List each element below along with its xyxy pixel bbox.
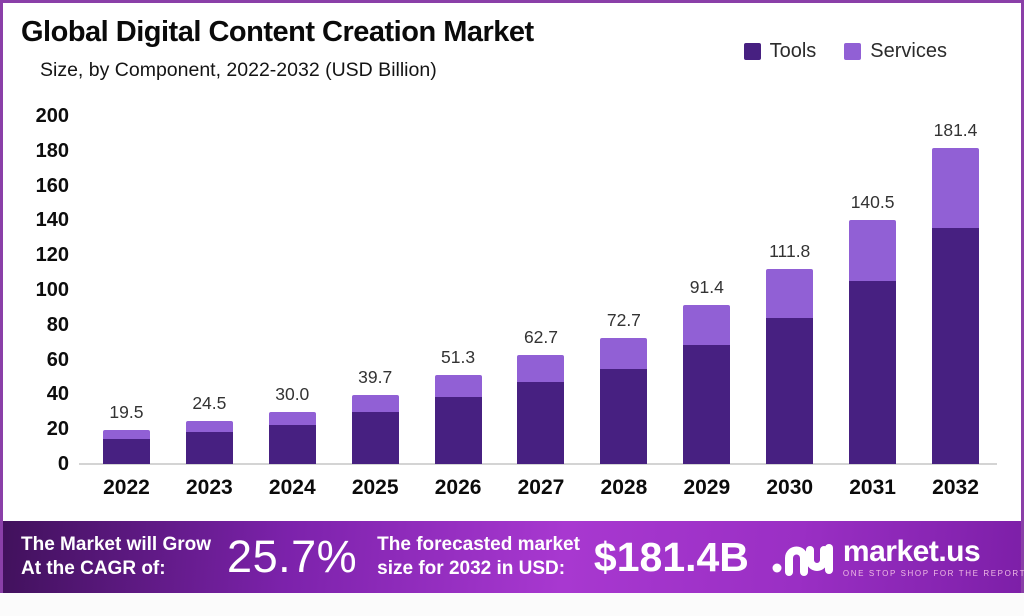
bar-column: 181.4 <box>914 93 997 464</box>
page-subtitle: Size, by Component, 2022-2032 (USD Billi… <box>40 59 437 81</box>
bar-segment-services <box>268 411 316 425</box>
x-tick-label: 2031 <box>849 476 896 499</box>
bar-segment-services <box>683 304 731 345</box>
bar-column: 30.0 <box>251 93 334 464</box>
y-tick-label: 40 <box>46 383 69 406</box>
brand-text: market.us ONE STOP SHOP FOR THE REPORTS <box>842 534 1024 578</box>
tools-swatch-icon <box>743 43 761 60</box>
bar-total-label: 24.5 <box>192 393 227 414</box>
bar-segment-services <box>351 394 399 413</box>
bar-column: 91.4 <box>665 93 748 464</box>
bar-column: 72.7 <box>582 93 665 464</box>
x-tick-label: 2023 <box>186 476 233 499</box>
bar-segment-services <box>102 430 150 439</box>
x-tick-label: 2028 <box>600 476 648 499</box>
forecast-label-line1: The forecasted market <box>377 533 580 555</box>
x-tick-label: 2022 <box>103 476 150 499</box>
bar-total-label: 30.0 <box>275 383 310 404</box>
bar-segment-services <box>517 354 565 383</box>
x-tick-label: 2024 <box>268 476 316 499</box>
forecast-label-line2: size for 2032 in USD: <box>377 558 566 579</box>
y-tick-label: 0 <box>57 453 69 475</box>
forecast-value: $181.4B <box>593 533 749 580</box>
chart-frame: Global Digital Content Creation Market S… <box>0 0 1024 593</box>
brand-logo: market.us ONE STOP SHOP FOR THE REPORTS <box>771 534 1024 580</box>
bar-segment-tools <box>517 382 565 464</box>
legend: Tools Services <box>743 40 947 63</box>
services-swatch-icon <box>844 43 862 60</box>
bar-segment-services <box>600 337 648 370</box>
y-tick-label: 120 <box>35 244 69 267</box>
bar-segment-tools <box>185 431 233 464</box>
x-tick-label: 2025 <box>351 476 399 499</box>
y-tick-label: 200 <box>35 105 69 127</box>
bottom-margin-strip <box>0 593 1024 616</box>
x-tick-label: 2030 <box>766 476 814 499</box>
bar-column: 62.7 <box>500 93 583 464</box>
bar-segment-tools <box>268 424 316 464</box>
y-tick-label: 140 <box>35 209 69 232</box>
brand-name: market.us <box>842 534 981 568</box>
market-us-logo-icon <box>772 544 833 576</box>
legend-item-services: Services <box>844 40 947 63</box>
legend-label-services: Services <box>870 40 947 62</box>
y-tick-label: 20 <box>46 418 69 441</box>
x-tick-label: 2029 <box>683 476 731 499</box>
bars-area: 19.5 24.5 30.0 39.7 51.3 62.7 72.7 91.4 111.8 140… <box>85 93 997 464</box>
page-title: Global Digital Content Creation Market <box>21 16 534 48</box>
footer-banner: The Market will Grow At the CAGR of: 25.… <box>3 521 1024 593</box>
bar-segment-tools <box>434 397 482 464</box>
bar-total-label: 19.5 <box>109 402 144 423</box>
bar-column: 39.7 <box>334 93 417 464</box>
y-tick-label: 100 <box>35 279 69 301</box>
bar-total-label: 51.3 <box>441 346 476 367</box>
cagr-label: The Market will Grow At the CAGR of: <box>21 533 211 582</box>
bar-column: 19.5 <box>85 93 168 464</box>
bar-segment-tools <box>849 280 897 464</box>
bar-segment-services <box>434 374 482 398</box>
y-tick-label: 180 <box>35 139 69 162</box>
bar-segment-services <box>849 219 897 281</box>
chart-area: 0 20 40 60 80 100 120 140 160 180 200 19.5 24.5 30.0… <box>3 93 1021 518</box>
legend-label-tools: Tools <box>769 40 817 62</box>
bar-total-label: 111.8 <box>769 241 811 262</box>
x-axis-line <box>79 463 997 465</box>
brand-tagline: ONE STOP SHOP FOR THE REPORTS <box>842 568 1024 578</box>
y-tick-label: 160 <box>35 174 69 197</box>
cagr-value: 25.7% <box>227 531 358 582</box>
bar-segment-tools <box>683 344 731 464</box>
x-tick-label: 2027 <box>517 476 565 499</box>
y-tick-label: 80 <box>46 313 69 336</box>
legend-item-tools: Tools <box>743 40 817 63</box>
bar-total-label: 181.4 <box>933 120 978 141</box>
bar-segment-services <box>932 148 980 228</box>
bar-segment-tools <box>351 412 399 464</box>
bar-total-label: 140.5 <box>850 191 895 212</box>
bar-total-label: 62.7 <box>523 326 559 347</box>
bar-segment-tools <box>600 369 648 464</box>
bar-segment-tools <box>932 227 980 464</box>
bar-column: 111.8 <box>748 93 831 464</box>
x-axis-labels: 2022 2023 2024 2025 2026 2027 2028 2029 2030 2031… <box>85 473 997 503</box>
bar-segment-tools <box>766 317 814 464</box>
cagr-label-line1: The Market will Grow <box>21 533 212 555</box>
cagr-label-line2: At the CAGR of: <box>21 558 166 579</box>
x-tick-label: 2032 <box>932 476 979 499</box>
bar-total-label: 91.4 <box>689 276 724 297</box>
bar-column: 24.5 <box>168 93 251 464</box>
x-tick-label: 2026 <box>434 476 482 499</box>
forecast-label: The forecasted market size for 2032 in U… <box>377 533 580 582</box>
bar-segment-services <box>185 421 233 432</box>
bar-column: 51.3 <box>417 93 500 464</box>
bar-segment-tools <box>102 438 150 464</box>
bar-column: 140.5 <box>831 93 914 464</box>
bar-total-label: 39.7 <box>358 366 393 387</box>
y-tick-label: 60 <box>46 348 69 371</box>
bar-segment-services <box>766 269 814 318</box>
bar-total-label: 72.7 <box>606 309 641 330</box>
